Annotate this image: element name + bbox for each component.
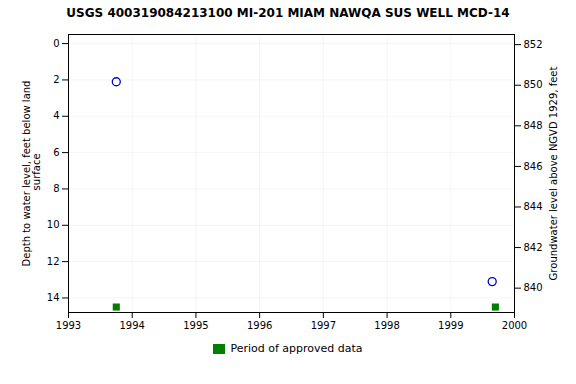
svg-text:8: 8 <box>53 183 59 194</box>
svg-text:1997: 1997 <box>311 320 336 331</box>
svg-text:1993: 1993 <box>56 320 81 331</box>
html-text:Period of approved data: Period of approved data <box>230 342 363 355</box>
svg-text:1999: 1999 <box>438 320 463 331</box>
svg-text:1995: 1995 <box>183 320 208 331</box>
svg-text:844: 844 <box>524 201 543 212</box>
svg-text:6: 6 <box>53 147 59 158</box>
html-text:USGS 400319084213100 MI-201 MI: USGS 400319084213100 MI-201 MIAM NAWQA S… <box>66 6 510 20</box>
svg-text:1994: 1994 <box>119 320 144 331</box>
svg-text:10: 10 <box>47 219 60 230</box>
svg-text:1998: 1998 <box>374 320 399 331</box>
svg-text:840: 840 <box>524 282 543 293</box>
svg-text:852: 852 <box>524 39 543 50</box>
svg-text:846: 846 <box>524 161 543 172</box>
svg-text:12: 12 <box>47 256 60 267</box>
svg-text:2: 2 <box>53 74 59 85</box>
svg-text:14: 14 <box>47 292 60 303</box>
svg-text:848: 848 <box>524 120 543 131</box>
svg-text:0: 0 <box>53 38 59 49</box>
svg-text:Groundwater level above NGVD 1: Groundwater level above NGVD 1929, feet <box>548 67 559 281</box>
svg-text:842: 842 <box>524 242 543 253</box>
svg-text:2000: 2000 <box>502 320 527 331</box>
svg-text:Depth to water level, feet bel: Depth to water level, feet below land su… <box>21 81 42 267</box>
svg-text:850: 850 <box>524 79 543 90</box>
svg-text:4: 4 <box>53 110 59 121</box>
svg-text:1996: 1996 <box>247 320 272 331</box>
